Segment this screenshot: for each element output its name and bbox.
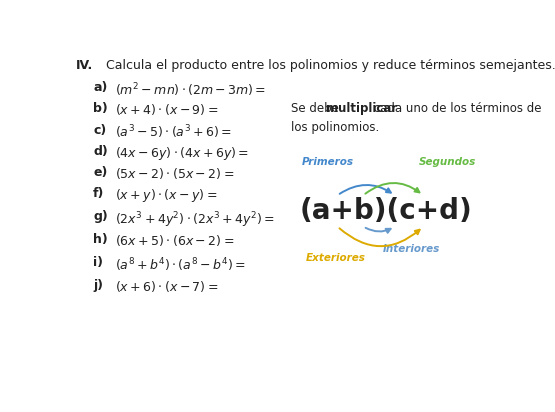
Text: $(2x^3 + 4y^2)\cdot(2x^3 + 4y^2) =$: $(2x^3 + 4y^2)\cdot(2x^3 + 4y^2) =$	[114, 210, 275, 230]
Text: g): g)	[93, 210, 108, 223]
Text: cada uno de los términos de: cada uno de los términos de	[371, 103, 542, 115]
Text: (a+b)(c+d): (a+b)(c+d)	[299, 197, 472, 225]
Text: f): f)	[93, 187, 104, 201]
Text: j): j)	[93, 279, 103, 292]
Text: $(x + 4)\cdot(x - 9) =$: $(x + 4)\cdot(x - 9) =$	[114, 103, 218, 117]
Text: $(6x + 5)\cdot(6x - 2) =$: $(6x + 5)\cdot(6x - 2) =$	[114, 233, 234, 248]
Text: $(x + 6)\cdot(x - 7) =$: $(x + 6)\cdot(x - 7) =$	[114, 279, 218, 294]
Text: IV.: IV.	[76, 59, 93, 72]
Text: Segundos: Segundos	[419, 157, 477, 167]
Text: c): c)	[93, 124, 106, 137]
Text: Interiores: Interiores	[383, 244, 440, 254]
Text: Calcula el producto entre los polinomios y reduce términos semejantes.: Calcula el producto entre los polinomios…	[106, 59, 555, 72]
Text: e): e)	[93, 166, 108, 179]
Text: i): i)	[93, 256, 103, 269]
Text: a): a)	[93, 81, 108, 94]
Text: $(x + y)\cdot(x - y) =$: $(x + y)\cdot(x - y) =$	[114, 187, 217, 204]
Text: b): b)	[93, 103, 108, 115]
Text: multiplicar: multiplicar	[326, 103, 397, 115]
Text: d): d)	[93, 145, 108, 158]
Text: $(a^3 - 5)\cdot(a^3 + 6) =$: $(a^3 - 5)\cdot(a^3 + 6) =$	[114, 124, 231, 141]
Text: $(5x - 2)\cdot(5x - 2) =$: $(5x - 2)\cdot(5x - 2) =$	[114, 166, 234, 181]
Text: h): h)	[93, 233, 108, 246]
Text: Exteriores: Exteriores	[306, 253, 366, 263]
Text: Se debe: Se debe	[291, 103, 342, 115]
Text: los polinomios.: los polinomios.	[291, 121, 379, 134]
Text: Primeros: Primeros	[301, 157, 354, 167]
Text: $(4x - 6y)\cdot(4x + 6y) =$: $(4x - 6y)\cdot(4x + 6y) =$	[114, 145, 249, 162]
Text: $(m^2 - mn)\cdot(2m - 3m) =$: $(m^2 - mn)\cdot(2m - 3m) =$	[114, 81, 266, 99]
Text: $(a^8 + b^4)\cdot(a^8 - b^4) =$: $(a^8 + b^4)\cdot(a^8 - b^4) =$	[114, 256, 245, 274]
